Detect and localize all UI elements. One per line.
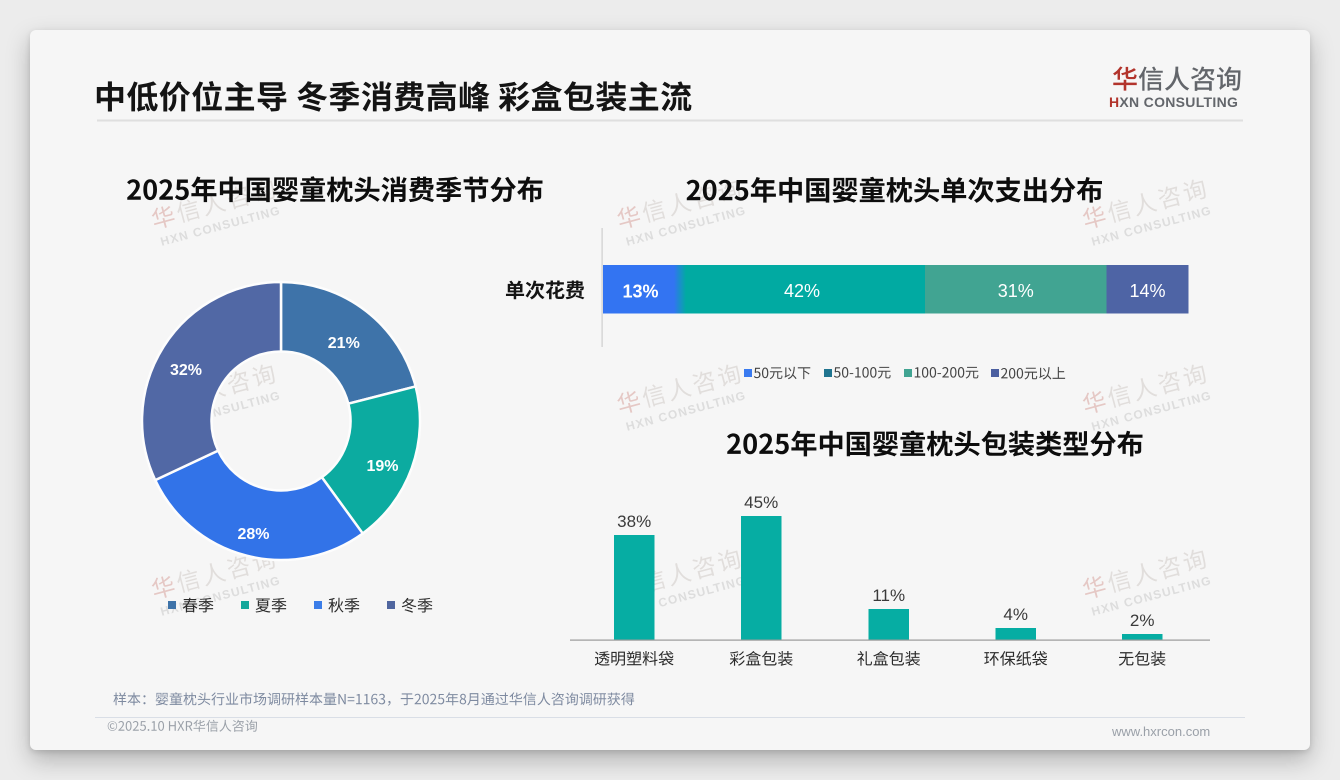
svg-text:4%: 4% <box>1003 605 1028 624</box>
svg-text:31%: 31% <box>998 281 1034 301</box>
svg-text:38%: 38% <box>617 512 651 531</box>
svg-text:www.hxrcon.com: www.hxrcon.com <box>1111 724 1210 739</box>
svg-text:19%: 19% <box>366 458 398 475</box>
svg-text:42%: 42% <box>784 281 820 301</box>
svg-text:11%: 11% <box>872 586 905 605</box>
svg-text:28%: 28% <box>237 526 269 543</box>
svg-text:32%: 32% <box>170 362 202 379</box>
svg-text:14%: 14% <box>1129 281 1165 301</box>
svg-text:21%: 21% <box>328 335 360 352</box>
svg-text:2%: 2% <box>1130 611 1155 630</box>
svg-text:HXN CONSULTING: HXN CONSULTING <box>1109 94 1238 110</box>
svg-text:13%: 13% <box>622 282 658 302</box>
svg-text:45%: 45% <box>744 493 778 512</box>
